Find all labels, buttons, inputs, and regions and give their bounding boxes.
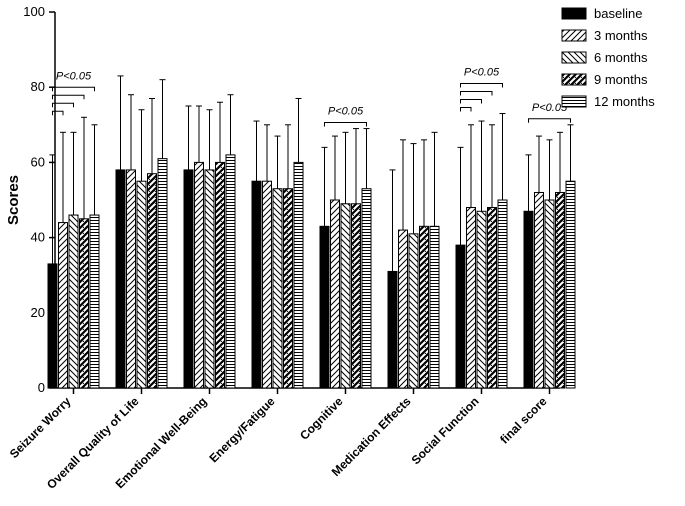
y-tick-label: 100 [23,4,45,19]
category-label: Social Function [409,394,482,467]
bar [352,204,361,388]
significance-label: P<0.05 [328,106,364,118]
legend-label: baseline [594,6,642,21]
bar [566,181,575,388]
category-label: Energy/Fatigue [206,394,277,465]
category-label: Cognitive [297,394,346,443]
bar [430,226,439,388]
bar [69,215,78,388]
legend-label: 12 months [594,94,655,109]
bar [535,192,544,388]
bar [399,230,408,388]
bar [331,200,340,388]
bar [226,155,235,388]
bar [420,226,429,388]
significance: P<0.05P<0.05P<0.05P<0.05 [53,67,571,127]
legend: baseline 3 months 6 months 9 months 12 month… [562,6,655,109]
bar [409,234,418,388]
legend-swatch [562,96,586,107]
legend-label: 6 months [594,50,648,65]
bar [545,200,554,388]
bar [273,189,282,388]
bar [341,204,350,388]
bar [216,162,225,388]
bar [467,208,476,388]
legend-label: 9 months [594,72,648,87]
y-tick-label: 40 [31,230,45,245]
category-label: Seizure Worry [7,394,74,461]
y-tick-label: 20 [31,305,45,320]
bar [556,192,565,388]
bar [127,170,136,388]
y-axis-label: Scores [5,175,22,225]
bar [80,219,89,388]
legend-swatch [562,52,586,63]
bar [252,181,261,388]
bar [137,181,146,388]
y-tick-label: 80 [31,79,45,94]
legend-swatch [562,74,586,85]
bar [158,159,167,388]
y-tick-label: 60 [31,154,45,169]
bar [48,264,57,388]
bar [488,208,497,388]
bar [90,215,99,388]
bar [59,223,68,388]
bar [320,226,329,388]
significance-label: P<0.05 [464,67,500,79]
legend-swatch [562,30,586,41]
bar [148,174,157,388]
bar [184,170,193,388]
bar [524,211,533,388]
bar [116,170,125,388]
bar [195,162,204,388]
scores-bar-chart: 020406080100ScoresSeizure WorryOverall Q… [0,0,685,506]
bar [205,170,214,388]
category-label: final score [497,394,550,447]
bar [284,189,293,388]
y-tick-label: 0 [38,380,45,395]
bar [477,211,486,388]
bars [48,76,575,388]
legend-label: 3 months [594,28,648,43]
bar [263,181,272,388]
legend-swatch [562,8,586,19]
bar [388,271,397,388]
significance-label: P<0.05 [56,70,92,82]
bar [362,189,371,388]
bar [456,245,465,388]
bar [294,162,303,388]
bar [498,200,507,388]
